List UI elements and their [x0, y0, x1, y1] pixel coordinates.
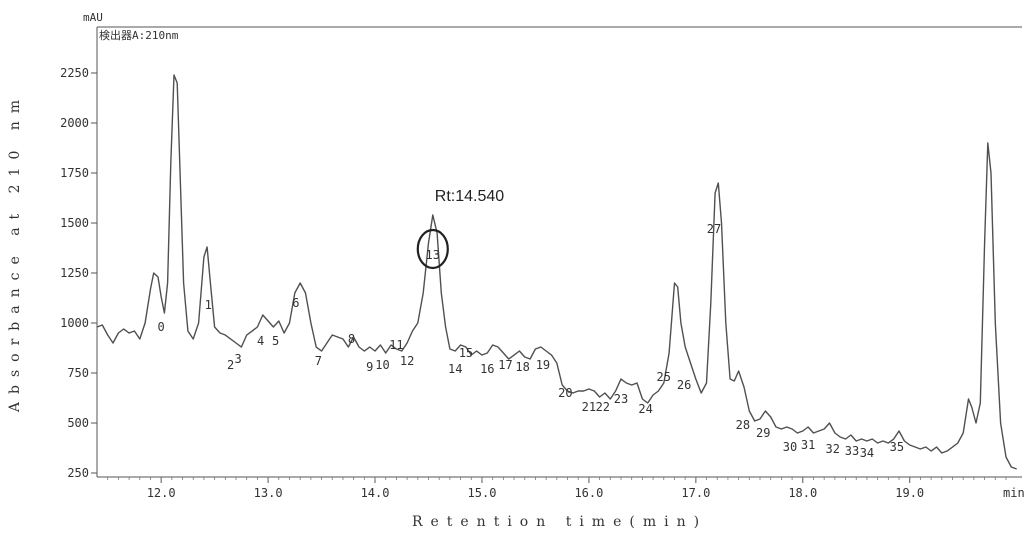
x-tick-label: 19.0 — [895, 486, 924, 500]
y-tick-label: 2250 — [60, 66, 89, 80]
peak-label-24: 24 — [638, 402, 652, 416]
peak-13-highlight-ellipse — [416, 228, 449, 270]
peak-label-7: 7 — [315, 354, 322, 368]
peak-label-4: 4 — [257, 334, 264, 348]
peak-label-33: 33 — [845, 444, 859, 458]
y-tick-label: 750 — [67, 366, 89, 380]
peak-label-10: 10 — [375, 358, 389, 372]
peak-label-16: 16 — [480, 362, 494, 376]
y-tick-label: 1750 — [60, 166, 89, 180]
peak-label-30: 30 — [783, 440, 797, 454]
peak-label-9: 9 — [366, 360, 373, 374]
peak-label-18: 18 — [515, 360, 529, 374]
peak-label-27: 27 — [707, 222, 721, 236]
y-tick-label: 500 — [67, 416, 89, 430]
x-tick-label: 14.0 — [361, 486, 390, 500]
x-tick-label: 15.0 — [468, 486, 497, 500]
y-tick-label: 1500 — [60, 216, 89, 230]
y-unit-label: mAU — [83, 11, 103, 24]
peak-label-28: 28 — [736, 418, 750, 432]
chromatogram-trace — [96, 74, 1017, 470]
peak-label-5: 5 — [272, 334, 279, 348]
x-tick-label: 13.0 — [254, 486, 283, 500]
y-tick-label: 1000 — [60, 316, 89, 330]
peak-label-34: 34 — [860, 446, 874, 460]
peak-label-13: 13 — [426, 248, 440, 262]
y-tick-label: 2000 — [60, 116, 89, 130]
peak-label-2: 2 — [227, 358, 234, 372]
x-tick-label: 12.0 — [147, 486, 176, 500]
peak-label-25: 25 — [657, 370, 671, 384]
x-axis-title: Retention time(min) — [412, 514, 707, 530]
y-axis-title: Absorbance at 210 nm — [7, 92, 23, 413]
y-tick-label: 1250 — [60, 266, 89, 280]
peak-label-31: 31 — [801, 438, 815, 452]
detector-label: 検出器A:210nm — [99, 28, 179, 42]
peak-label-22: 22 — [596, 400, 610, 414]
peak-label-3: 3 — [235, 352, 242, 366]
y-tick-label: 250 — [67, 466, 89, 480]
peak-label-0: 0 — [158, 320, 165, 334]
peak-label-26: 26 — [677, 378, 691, 392]
x-tick-label: 16.0 — [574, 486, 603, 500]
peak-label-32: 32 — [825, 442, 839, 456]
peak-label-23: 23 — [614, 392, 628, 406]
retention-time-annotation: Rt:14.540 — [435, 188, 504, 205]
peak-label-19: 19 — [536, 358, 550, 372]
peak-label-12: 12 — [400, 354, 414, 368]
peak-label-21: 21 — [582, 400, 596, 414]
peak-label-14: 14 — [448, 362, 462, 376]
x-tick-label: 17.0 — [681, 486, 710, 500]
peak-label-17: 17 — [498, 358, 512, 372]
x-tick-label: 18.0 — [788, 486, 817, 500]
peak-label-1: 1 — [205, 298, 212, 312]
peak-label-15: 15 — [459, 346, 473, 360]
x-unit-label: min — [1003, 486, 1025, 500]
peak-label-29: 29 — [756, 426, 770, 440]
series-layer — [96, 74, 1017, 470]
peak-label-8: 8 — [348, 332, 355, 346]
peak-label-35: 35 — [890, 440, 904, 454]
peak-label-20: 20 — [558, 386, 572, 400]
peak-label-11: 11 — [389, 338, 403, 352]
peak-label-6: 6 — [292, 296, 299, 310]
